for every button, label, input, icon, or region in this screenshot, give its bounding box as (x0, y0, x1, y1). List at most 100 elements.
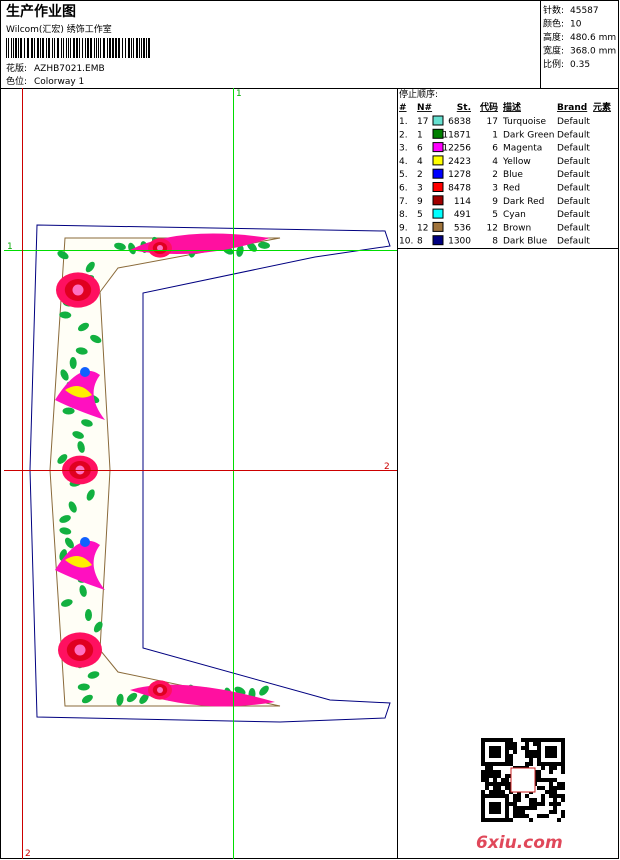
qr-module (481, 746, 485, 750)
qr-module (505, 754, 509, 758)
qr-module (525, 794, 529, 798)
swatch (432, 128, 444, 139)
color-table: # N# St. 代码 描述 Brand 元素1. 17 6838 17 Turquoise Defa… (399, 101, 611, 247)
qr-module (481, 778, 485, 782)
colorway: Colorway 1 (34, 77, 84, 87)
leaf (139, 693, 149, 704)
description: Turquoise (502, 117, 546, 127)
qr-module (493, 818, 497, 822)
qr-module (525, 754, 529, 758)
row-index: 7. (399, 197, 408, 207)
qr-module (481, 798, 485, 802)
qr-module (557, 786, 561, 790)
qr-module (505, 810, 509, 814)
qr-module (549, 746, 553, 750)
leaf (59, 527, 72, 535)
qr-module (529, 750, 533, 754)
qr-module (525, 806, 529, 810)
bar (143, 38, 145, 58)
row-index: 9. (399, 223, 408, 233)
qr-module (517, 794, 521, 798)
bar (139, 38, 140, 58)
qr-module (493, 774, 497, 778)
qr-module (489, 818, 493, 822)
brand: Default (557, 170, 590, 180)
bar (57, 38, 59, 58)
qr-module (561, 742, 565, 746)
qr-module (501, 782, 505, 786)
qr-module (561, 746, 565, 750)
bar (40, 38, 41, 58)
qr-module (489, 746, 493, 750)
qr-module (561, 782, 565, 786)
leaf (72, 431, 84, 439)
qr-module (497, 770, 501, 774)
hoop-outline (29, 224, 391, 723)
qr-module (493, 746, 497, 750)
bar (18, 38, 19, 58)
stitches: 6838 (448, 117, 471, 127)
swatch (432, 168, 444, 179)
column-header: 代码 (479, 101, 498, 113)
qr-module (489, 754, 493, 758)
qr-module (509, 762, 513, 766)
leaf (86, 489, 95, 501)
qr-module (533, 738, 537, 742)
qr-module (545, 762, 549, 766)
needle: 4 (417, 157, 423, 167)
qr-module (537, 774, 541, 778)
column-header: 元素 (593, 101, 611, 113)
needle: 5 (417, 210, 423, 220)
bar (34, 38, 35, 58)
qr-module (537, 802, 541, 806)
needle: 12 (417, 223, 428, 233)
leaf (126, 692, 138, 703)
qr-module (541, 802, 545, 806)
qr-module (529, 798, 533, 802)
bird (65, 556, 92, 568)
bar (6, 38, 7, 58)
bar (122, 38, 123, 58)
qr-module (561, 770, 565, 774)
qr-module (513, 794, 517, 798)
qr-module (493, 786, 497, 790)
qr-module (533, 754, 537, 758)
brand: Default (557, 157, 590, 167)
brand: Default (557, 184, 590, 194)
qr-module (537, 742, 541, 746)
qr-module (509, 754, 513, 758)
bar (15, 38, 17, 58)
qr-module (525, 762, 529, 766)
qr-module (561, 798, 565, 802)
leaf (258, 241, 270, 249)
bar (61, 38, 62, 58)
qr-module (481, 794, 485, 798)
qr-module (553, 746, 557, 750)
info-value: 368.0 mm (570, 47, 616, 57)
brand: Default (557, 130, 590, 140)
qr-module (485, 782, 489, 786)
qr-module (549, 766, 553, 770)
qr-module (557, 782, 561, 786)
qr-module (529, 754, 533, 758)
qr-module (557, 738, 561, 742)
qr-module (485, 818, 489, 822)
qr-module (505, 774, 509, 778)
qr-module (557, 802, 561, 806)
watermark: 6xiu.com (476, 833, 563, 853)
leaf (247, 241, 257, 252)
qr-module (541, 786, 545, 790)
qr-module (485, 738, 489, 742)
bar (54, 38, 55, 58)
bar (96, 38, 97, 58)
qr-module (509, 742, 513, 746)
brand: Default (557, 237, 590, 247)
bar (31, 38, 33, 58)
leaf (59, 515, 71, 523)
bar (37, 38, 39, 58)
qr-module (525, 750, 529, 754)
swatch (432, 182, 444, 192)
qr-module (521, 738, 525, 742)
leaf (61, 599, 73, 607)
leaf (114, 242, 126, 251)
